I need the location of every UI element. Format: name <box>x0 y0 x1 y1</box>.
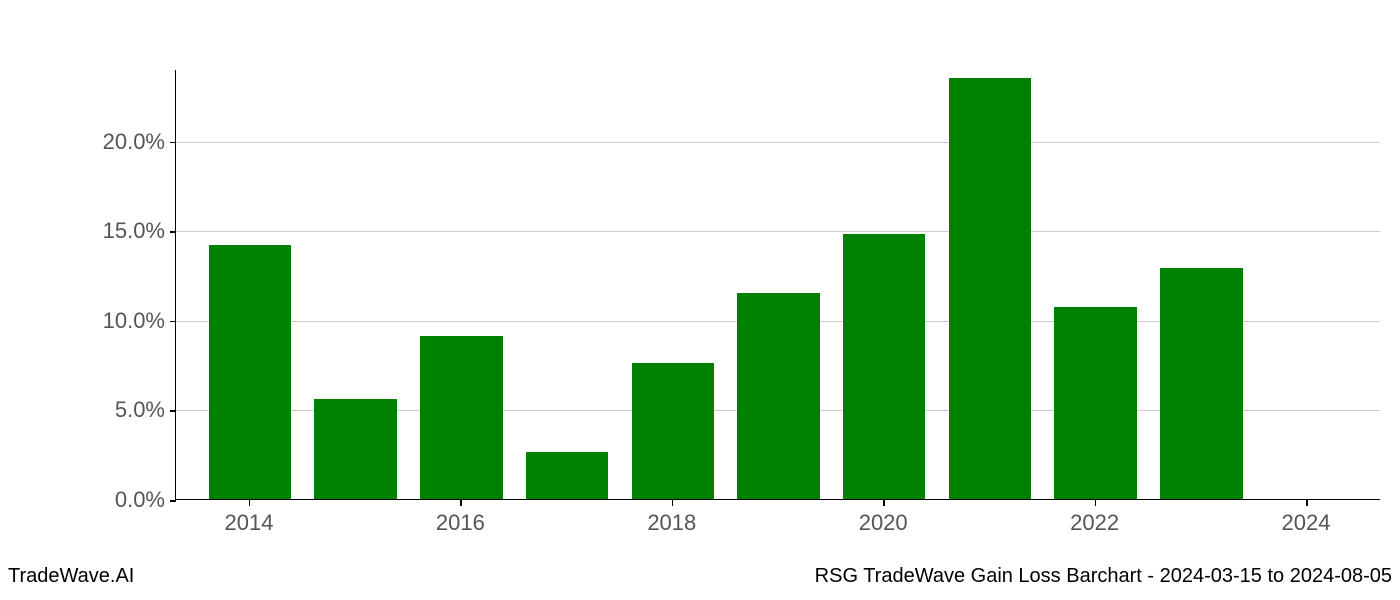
bar <box>843 234 925 499</box>
y-tick-mark <box>170 142 176 144</box>
bar <box>632 363 714 499</box>
bar <box>209 245 291 499</box>
y-tick-mark <box>170 231 176 233</box>
x-tick-mark <box>672 500 674 506</box>
gridline <box>176 231 1380 232</box>
x-tick-label: 2016 <box>436 510 485 536</box>
y-tick-mark <box>170 321 176 323</box>
footer-right-text: RSG TradeWave Gain Loss Barchart - 2024-… <box>815 565 1392 588</box>
x-tick-mark <box>249 500 251 506</box>
x-tick-label: 2020 <box>859 510 908 536</box>
x-tick-label: 2022 <box>1070 510 1119 536</box>
y-tick-label: 15.0% <box>103 218 165 244</box>
x-tick-label: 2018 <box>647 510 696 536</box>
plot-area <box>175 70 1380 500</box>
bar <box>737 293 819 499</box>
y-tick-label: 5.0% <box>115 397 165 423</box>
gridline <box>176 142 1380 143</box>
bar <box>526 452 608 499</box>
x-tick-label: 2014 <box>225 510 274 536</box>
bar <box>1160 268 1242 499</box>
x-tick-mark <box>460 500 462 506</box>
y-tick-label: 10.0% <box>103 308 165 334</box>
bar <box>314 399 396 499</box>
x-tick-label: 2024 <box>1282 510 1331 536</box>
y-tick-mark <box>170 410 176 412</box>
footer-left-text: TradeWave.AI <box>8 565 134 588</box>
x-tick-mark <box>883 500 885 506</box>
x-tick-mark <box>1306 500 1308 506</box>
chart-container <box>175 70 1380 500</box>
bar <box>1054 307 1136 499</box>
y-tick-label: 20.0% <box>103 129 165 155</box>
y-tick-label: 0.0% <box>115 487 165 513</box>
bar <box>420 336 502 499</box>
y-tick-mark <box>170 500 176 502</box>
x-tick-mark <box>1095 500 1097 506</box>
bar <box>949 78 1031 499</box>
